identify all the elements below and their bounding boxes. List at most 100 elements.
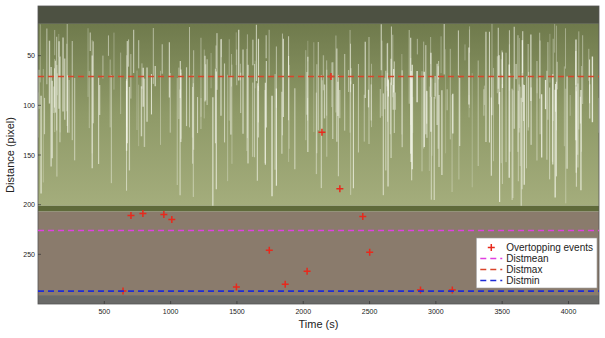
background-texture xyxy=(72,41,73,140)
background-texture xyxy=(444,24,445,74)
background-texture xyxy=(485,32,486,142)
background-texture xyxy=(447,89,448,110)
background-texture xyxy=(266,61,267,128)
y-axis-title: Distance (pixel) xyxy=(4,117,16,193)
background-texture xyxy=(516,64,517,79)
background-texture xyxy=(417,39,418,55)
background-texture xyxy=(522,40,523,73)
event-point xyxy=(304,268,311,275)
background-texture xyxy=(426,91,427,138)
x-tick-label: 2500 xyxy=(362,308,378,315)
y-tick xyxy=(38,55,41,56)
background-texture xyxy=(335,36,336,113)
background-texture xyxy=(393,69,394,92)
background-texture xyxy=(258,86,259,123)
background-texture xyxy=(545,80,546,109)
event-point xyxy=(336,185,343,192)
background-texture xyxy=(512,90,513,198)
background-texture xyxy=(331,62,332,107)
chart: 5001000150020002500300035004000501001502… xyxy=(0,0,605,338)
background-texture xyxy=(458,75,459,180)
background-texture xyxy=(332,62,333,139)
background-texture xyxy=(231,65,232,164)
background-texture xyxy=(564,66,565,146)
event-point xyxy=(168,216,175,223)
background-texture xyxy=(552,74,553,164)
background-texture xyxy=(409,30,410,104)
background-texture xyxy=(589,84,590,118)
background-texture xyxy=(254,64,255,157)
background-texture xyxy=(181,73,182,139)
background-texture xyxy=(520,87,521,166)
event-point xyxy=(233,284,240,291)
background-texture xyxy=(536,61,537,161)
background-texture xyxy=(316,64,317,153)
background-texture xyxy=(566,77,567,169)
background-texture xyxy=(353,84,354,188)
background-texture xyxy=(193,83,194,197)
background-texture xyxy=(381,24,382,70)
background-texture xyxy=(491,24,492,115)
background xyxy=(38,6,599,304)
background-texture xyxy=(54,30,55,55)
background-texture xyxy=(556,26,557,131)
legend-symbol xyxy=(480,280,502,282)
background-texture xyxy=(435,83,436,99)
background-texture xyxy=(472,73,473,187)
background-texture xyxy=(498,55,499,104)
background-texture xyxy=(256,25,257,81)
background-texture xyxy=(129,87,130,171)
background-texture xyxy=(394,61,395,133)
event-point xyxy=(359,213,366,220)
background-texture xyxy=(576,87,577,173)
background-texture xyxy=(371,84,372,120)
background-texture xyxy=(524,85,525,185)
background-texture xyxy=(582,35,583,104)
legend-symbol xyxy=(480,269,502,271)
background-texture xyxy=(197,97,198,133)
background-texture xyxy=(580,90,581,190)
background-texture xyxy=(216,45,217,68)
background-texture xyxy=(169,42,170,97)
background-texture xyxy=(52,81,53,159)
background-texture xyxy=(128,39,129,66)
background-texture xyxy=(430,77,431,97)
background-texture xyxy=(88,28,89,97)
background-texture xyxy=(458,30,459,75)
marks xyxy=(38,73,599,295)
background-texture xyxy=(368,90,369,108)
background-texture xyxy=(452,94,453,134)
background-texture xyxy=(207,59,208,105)
background-texture xyxy=(288,79,289,162)
y-tick xyxy=(38,105,41,106)
background-texture xyxy=(64,59,65,120)
background-texture xyxy=(62,38,63,112)
background-texture xyxy=(322,80,323,133)
background-texture xyxy=(517,35,518,152)
background-texture xyxy=(383,93,384,195)
background-texture xyxy=(113,33,114,90)
background-texture xyxy=(252,83,253,157)
background-texture xyxy=(44,98,45,134)
background-texture xyxy=(220,39,221,116)
x-tick xyxy=(303,301,304,304)
y-tick-label: 100 xyxy=(23,102,35,109)
background-texture xyxy=(57,73,58,95)
background-texture xyxy=(493,68,494,161)
background-texture xyxy=(55,61,56,113)
background-texture xyxy=(539,40,540,134)
background-texture xyxy=(502,84,503,184)
event-point xyxy=(282,281,289,288)
background-texture xyxy=(186,67,187,126)
background-texture xyxy=(93,41,94,123)
background-texture xyxy=(141,86,142,136)
background-texture xyxy=(431,97,432,200)
x-tick-label: 3500 xyxy=(494,308,510,315)
y-tick-label: 200 xyxy=(23,201,35,208)
background-texture xyxy=(459,78,460,146)
legend: Overtopping eventsDistmeanDistmaxDistmin xyxy=(476,238,597,288)
background-texture xyxy=(580,97,581,124)
legend-symbol xyxy=(488,244,495,251)
background-texture xyxy=(565,28,566,68)
y-tick xyxy=(38,155,41,156)
